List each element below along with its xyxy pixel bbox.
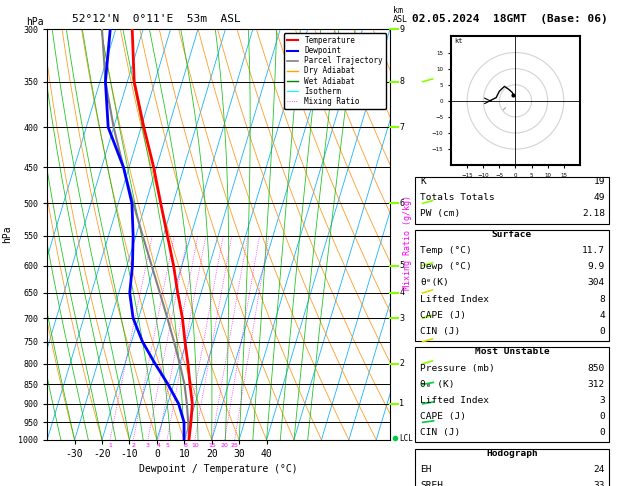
Text: 6: 6: [399, 199, 404, 208]
Text: K: K: [420, 177, 426, 187]
X-axis label: Dewpoint / Temperature (°C): Dewpoint / Temperature (°C): [139, 465, 298, 474]
Text: 0: 0: [599, 412, 605, 421]
Text: 02.05.2024  18GMT  (Base: 06): 02.05.2024 18GMT (Base: 06): [412, 14, 608, 24]
Text: kt: kt: [454, 38, 463, 44]
Text: 3: 3: [399, 313, 404, 323]
Text: CIN (J): CIN (J): [420, 327, 460, 336]
Text: 20: 20: [221, 443, 228, 448]
Text: 1: 1: [108, 443, 112, 448]
Text: SREH: SREH: [420, 481, 443, 486]
Text: 2: 2: [131, 443, 135, 448]
Text: PW (cm): PW (cm): [420, 209, 460, 219]
Text: 1: 1: [399, 399, 404, 408]
Text: EH: EH: [420, 465, 431, 474]
Y-axis label: hPa: hPa: [3, 226, 13, 243]
Text: Lifted Index: Lifted Index: [420, 295, 489, 304]
Text: 5: 5: [165, 443, 169, 448]
Text: Pressure (mb): Pressure (mb): [420, 364, 495, 373]
Text: 19: 19: [594, 177, 605, 187]
Text: 0: 0: [599, 327, 605, 336]
Text: 304: 304: [588, 278, 605, 288]
Text: CIN (J): CIN (J): [420, 428, 460, 437]
Text: 52°12'N  0°11'E  53m  ASL: 52°12'N 0°11'E 53m ASL: [72, 14, 241, 24]
Text: CAPE (J): CAPE (J): [420, 311, 466, 320]
Text: Hodograph: Hodograph: [486, 449, 538, 458]
Text: Mixing Ratio (g/kg): Mixing Ratio (g/kg): [403, 195, 412, 291]
Text: 11.7: 11.7: [582, 246, 605, 256]
Text: 8: 8: [399, 77, 404, 86]
Text: 3: 3: [599, 396, 605, 405]
Text: 10: 10: [191, 443, 199, 448]
Text: Surface: Surface: [492, 230, 532, 240]
Text: 3: 3: [146, 443, 150, 448]
Text: km
ASL: km ASL: [393, 6, 408, 24]
Text: Temp (°C): Temp (°C): [420, 246, 472, 256]
Text: 4: 4: [399, 288, 404, 297]
Text: 25: 25: [231, 443, 238, 448]
Text: Totals Totals: Totals Totals: [420, 193, 495, 203]
Text: hPa: hPa: [26, 17, 44, 27]
Text: 0: 0: [599, 428, 605, 437]
Text: LCL: LCL: [399, 434, 413, 443]
Text: Lifted Index: Lifted Index: [420, 396, 489, 405]
Text: θᵉ(K): θᵉ(K): [420, 278, 449, 288]
Text: 7: 7: [399, 123, 404, 132]
Text: Dewp (°C): Dewp (°C): [420, 262, 472, 272]
Text: 33: 33: [594, 481, 605, 486]
Text: 24: 24: [594, 465, 605, 474]
Text: 8: 8: [599, 295, 605, 304]
Text: 9: 9: [399, 25, 404, 34]
Text: 2: 2: [399, 359, 404, 368]
Text: 2.18: 2.18: [582, 209, 605, 219]
Text: 4: 4: [599, 311, 605, 320]
Text: Most Unstable: Most Unstable: [475, 347, 549, 357]
Text: 49: 49: [594, 193, 605, 203]
Text: 8: 8: [184, 443, 187, 448]
Text: 15: 15: [208, 443, 216, 448]
Text: CAPE (J): CAPE (J): [420, 412, 466, 421]
Legend: Temperature, Dewpoint, Parcel Trajectory, Dry Adiabat, Wet Adiabat, Isotherm, Mi: Temperature, Dewpoint, Parcel Trajectory…: [284, 33, 386, 109]
Text: 5: 5: [399, 261, 404, 270]
Text: 312: 312: [588, 380, 605, 389]
Text: 9.9: 9.9: [588, 262, 605, 272]
Text: 850: 850: [588, 364, 605, 373]
Text: 4: 4: [157, 443, 160, 448]
Text: θₑ (K): θₑ (K): [420, 380, 455, 389]
